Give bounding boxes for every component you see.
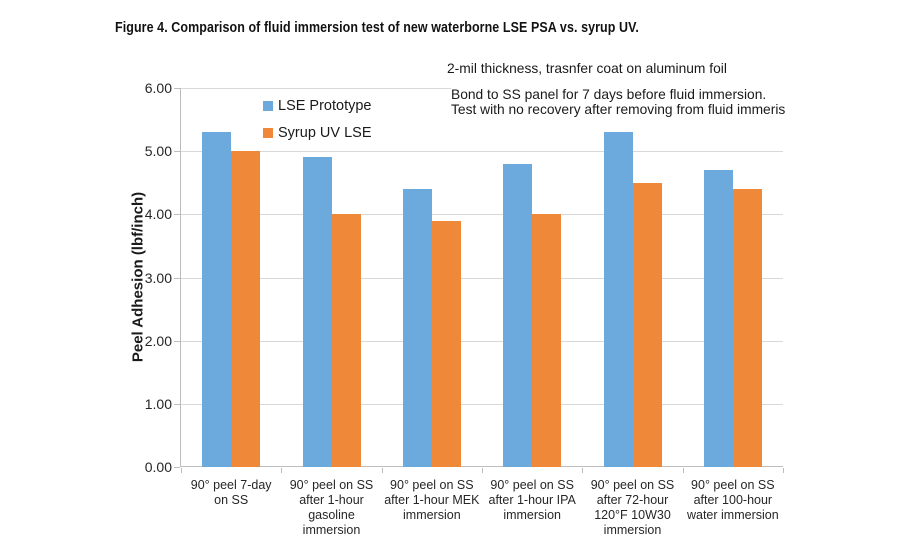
x-category-label: 90° peel 7-day on SS	[190, 478, 272, 507]
annotation-thickness: 2-mil thickness, trasnfer coat on alumin…	[447, 61, 727, 76]
x-axis-tick	[381, 468, 383, 473]
bar-lse-prototype	[603, 132, 633, 467]
legend-marker-lse-prototype-icon	[263, 100, 273, 111]
y-axis-tick	[174, 277, 180, 279]
bar-syrup-uv-lse	[532, 214, 562, 467]
bar-syrup-uv-lse	[331, 214, 361, 467]
x-axis-tick	[181, 468, 182, 473]
gridline-y-3	[181, 277, 783, 279]
y-axis-tick	[174, 151, 180, 153]
y-axis-tick-label: 4.00	[144, 206, 172, 223]
y-axis-tick	[174, 214, 180, 216]
bar-syrup-uv-lse	[431, 220, 461, 467]
gridline-y-2	[181, 340, 783, 342]
bar-lse-prototype	[503, 163, 533, 467]
y-axis-tick	[174, 88, 180, 89]
y-axis-tick-label: 0.00	[144, 459, 172, 475]
y-axis-tick	[174, 403, 180, 405]
x-category-label: 90° peel on SS after 1-hour IPA immersio…	[488, 478, 576, 522]
legend-item-lse-prototype: LSE Prototype	[263, 96, 372, 115]
y-axis-tick-label: 6.00	[144, 80, 172, 96]
y-axis-tick-label: 3.00	[144, 269, 172, 286]
bar-lse-prototype	[202, 132, 232, 467]
x-category-label: 90° peel on SS after 72-hour 120°F 10W30…	[590, 478, 675, 537]
gridline-y-1	[181, 403, 783, 405]
y-axis-tick-label: 5.00	[144, 143, 172, 160]
legend-item-syrup-uv-lse: Syrup UV LSE	[263, 123, 372, 142]
x-axis-tick	[682, 468, 684, 473]
annotation-bond-line: Bond to SS panel for 7 days before fluid…	[451, 87, 767, 102]
x-axis-tick	[582, 468, 584, 473]
bar-syrup-uv-lse	[732, 189, 762, 467]
bar-lse-prototype	[402, 189, 432, 467]
bar-syrup-uv-lse	[632, 182, 662, 467]
x-axis-tick	[482, 468, 483, 473]
legend-marker-syrup-uv-lse-icon	[263, 127, 273, 138]
y-axis-tick	[174, 340, 180, 342]
legend: LSE Prototype Syrup UV LSE	[263, 96, 372, 150]
annotation-bond-test: Bond to SS panel for 7 days before fluid…	[451, 87, 786, 117]
gridline-y-4	[181, 214, 783, 216]
x-axis-tick	[281, 468, 283, 473]
plot-area	[180, 88, 783, 467]
x-axis-tick	[783, 468, 784, 473]
y-axis-tick	[174, 467, 180, 468]
gridline-y-5	[181, 151, 783, 153]
bar-syrup-uv-lse	[231, 151, 261, 467]
x-category-label: 90° peel on SS after 1-hour gasoline imm…	[289, 478, 374, 537]
x-category-label: 90° peel on SS after 100-hour water imme…	[686, 478, 779, 522]
annotation-test-line: Test with no recovery after removing fro…	[451, 101, 786, 117]
legend-label-lse-prototype: LSE Prototype	[278, 97, 372, 114]
figure-title: Figure 4. Comparison of fluid immersion …	[115, 20, 639, 36]
y-axis-tick-label: 2.00	[144, 332, 172, 349]
x-category-label: 90° peel on SS after 1-hour MEK immersio…	[384, 478, 480, 522]
y-axis-tick-label: 1.00	[144, 395, 172, 412]
bar-lse-prototype	[302, 157, 332, 467]
legend-label-syrup-uv-lse: Syrup UV LSE	[278, 124, 372, 141]
bar-lse-prototype	[703, 170, 733, 467]
